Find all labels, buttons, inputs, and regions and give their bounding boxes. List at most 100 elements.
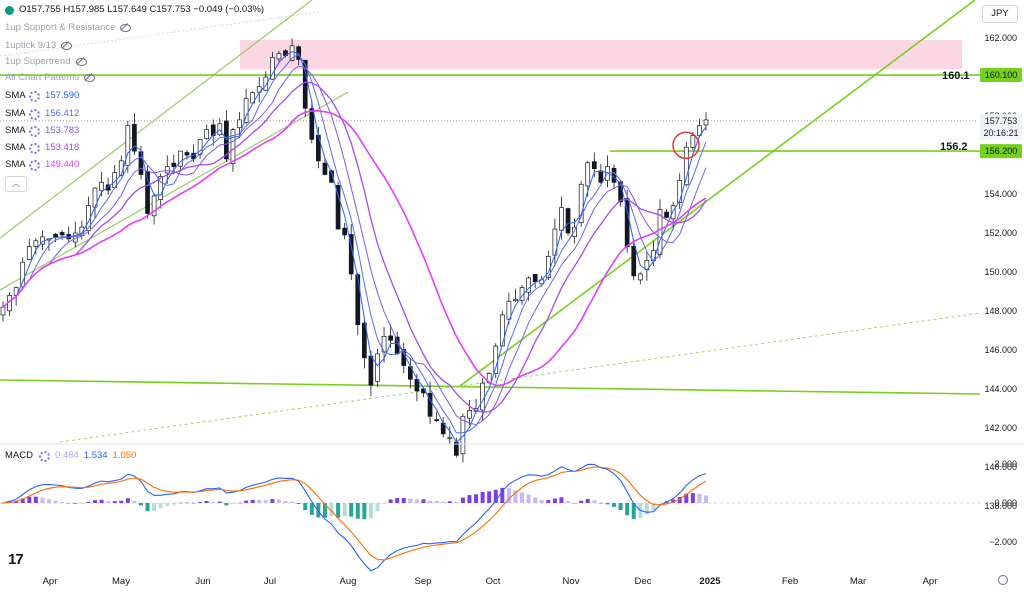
macd-hist-bar: [382, 503, 387, 504]
settings-icon[interactable]: [29, 90, 40, 102]
time-tick-label: Sep: [415, 576, 432, 587]
price-tick-label: 154.000: [984, 189, 1017, 199]
candle-body: [270, 57, 275, 80]
faint-dotted-line: [0, 11, 321, 57]
settings-icon[interactable]: [29, 142, 40, 154]
candle-body: [526, 277, 531, 293]
sma-name: SMA: [5, 90, 26, 101]
candle-body: [388, 335, 393, 341]
macd-legend[interactable]: MACD 0.484 1.534 1.050: [5, 449, 136, 463]
macd-name: MACD: [5, 450, 33, 461]
macd-tick-label: 2.000: [994, 459, 1017, 469]
macd-hist-bar: [658, 503, 663, 504]
sma-value: 153.418: [45, 142, 80, 153]
candle-body: [670, 205, 676, 220]
currency-button[interactable]: JPY: [982, 5, 1018, 23]
macd-hist-bar: [303, 503, 308, 511]
indicator-supertrend[interactable]: 1up Supertrend: [5, 55, 87, 69]
macd-hist-bar: [138, 503, 143, 506]
macd-hist-bar: [184, 502, 189, 504]
time-tick-label: Apr: [923, 576, 938, 587]
macd-hist-bar: [46, 499, 51, 503]
gear-icon[interactable]: [998, 575, 1008, 585]
macd-hist-bar: [165, 503, 170, 506]
macd-hist-bar: [467, 495, 472, 503]
settings-icon[interactable]: [29, 125, 40, 137]
candle-body: [53, 233, 58, 238]
macd-hist-bar: [539, 500, 544, 503]
candle-body: [171, 162, 177, 168]
candle-body: [237, 119, 242, 129]
indicator-uptick[interactable]: 1uptick 9/13: [5, 39, 73, 53]
sma-value: 157.590: [45, 90, 80, 101]
macd-hist-bar: [270, 499, 275, 503]
candle-body: [355, 274, 361, 326]
market-status-icon: [5, 5, 14, 15]
macd-hist-bar: [152, 503, 157, 512]
eye-slash-icon[interactable]: [84, 74, 96, 82]
price-tick-label: 150.000: [984, 267, 1017, 277]
macd-hist-bar: [1, 503, 5, 504]
macd-hist-bar: [454, 501, 459, 503]
time-tick-label: Feb: [782, 576, 798, 587]
macd-hist-bar: [559, 497, 564, 503]
macd-hist-bar: [618, 503, 623, 511]
macd-hist-bar: [99, 499, 104, 503]
sma-row[interactable]: SMA 156.412: [5, 107, 79, 121]
macd-hist-bar: [158, 503, 163, 509]
candle-body: [322, 162, 328, 175]
macd-hist-bar: [125, 498, 130, 503]
macd-hist-bar: [296, 503, 301, 504]
macd-hist-bar: [342, 503, 347, 517]
settings-icon[interactable]: [29, 159, 40, 171]
macd-hist-bar: [211, 501, 216, 503]
macd-hist-bar: [263, 499, 268, 503]
candle-body: [598, 170, 604, 183]
candle-body: [427, 392, 433, 417]
resistance-zone: [240, 39, 962, 70]
price-tick-label: 152.000: [984, 228, 1017, 238]
settings-icon[interactable]: [29, 108, 40, 120]
macd-hist-bar: [132, 501, 137, 503]
candle-body: [434, 419, 439, 422]
candle-body: [263, 76, 269, 91]
macd-hist-bar: [171, 503, 176, 505]
candle-body: [578, 183, 584, 223]
eye-slash-icon[interactable]: [120, 24, 132, 32]
sma-line: [2, 81, 707, 413]
macd-hist-bar: [579, 500, 584, 503]
candle-body: [99, 181, 104, 192]
macd-tick-label: 0.000: [994, 498, 1017, 508]
macd-hist-bar: [526, 494, 531, 503]
sma-row[interactable]: SMA 153.418: [5, 141, 79, 155]
candle-body: [631, 246, 637, 277]
time-tick-label: Jul: [264, 576, 276, 587]
tradingview-logo[interactable]: 17: [8, 551, 24, 568]
sma-row[interactable]: SMA 149.440: [5, 158, 79, 172]
indicator-support-resistance[interactable]: 1up Support & Resistance: [5, 21, 132, 35]
candle-body: [184, 152, 190, 156]
macd-line-value: 1.534: [83, 450, 108, 461]
eye-slash-icon[interactable]: [61, 42, 73, 50]
macd-hist-bar: [631, 503, 636, 519]
indicator-chart-patterns[interactable]: All Chart Patterns: [5, 71, 96, 85]
price-tick-label: 144.000: [984, 384, 1017, 394]
price-tick-label: 142.000: [984, 423, 1017, 433]
eye-slash-icon[interactable]: [75, 58, 87, 66]
sma-row[interactable]: SMA 153.783: [5, 124, 79, 138]
candle-body: [132, 123, 137, 152]
ohlc-row: O157.755 H157.985 L157.649 C157.753 −0.0…: [5, 3, 264, 17]
settings-icon[interactable]: [38, 450, 50, 462]
level-156-annotation: 156.2: [940, 141, 968, 153]
sma-row[interactable]: SMA 157.590: [5, 89, 79, 103]
candle-body: [467, 410, 472, 419]
candle-body: [20, 261, 26, 288]
sma-name: SMA: [5, 125, 26, 136]
candle-body: [309, 108, 315, 140]
dashed-trend-line: [59, 312, 981, 443]
collapse-legend-button[interactable]: ︿: [5, 176, 27, 192]
candle-body: [59, 232, 65, 236]
macd-line: [2, 463, 707, 572]
